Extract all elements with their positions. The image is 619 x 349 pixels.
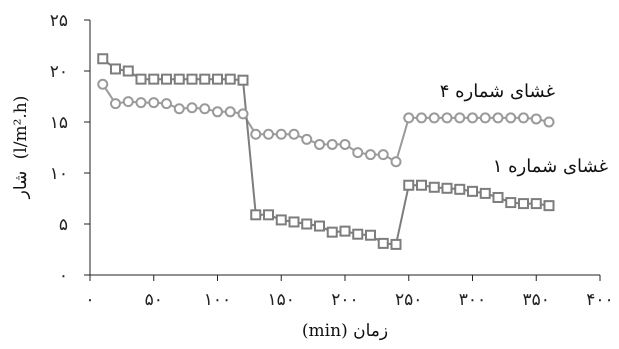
data-point [288, 216, 300, 228]
data-point [390, 238, 402, 250]
data-point [377, 237, 389, 249]
data-point [479, 187, 491, 199]
data-point [479, 112, 491, 124]
x-tick-label: ۳۰۰ [459, 290, 486, 310]
series-markers [97, 53, 555, 250]
data-point [505, 112, 517, 124]
data-point [467, 185, 478, 197]
data-point [148, 97, 160, 109]
data-point [428, 181, 440, 193]
data-point [454, 183, 466, 195]
y-tick-label: ۰ [59, 266, 68, 286]
y-tick-label: ۱۰ [50, 164, 68, 184]
data-point [250, 128, 262, 140]
data-point [518, 198, 529, 210]
data-point [505, 197, 517, 209]
data-point [352, 147, 364, 159]
data-point [339, 225, 351, 237]
data-point [135, 73, 147, 85]
data-point [492, 191, 504, 203]
data-point [122, 65, 134, 77]
series-label-membrane-4: غشای شماره ۴ [440, 81, 555, 102]
data-point [441, 112, 453, 124]
data-point [454, 112, 466, 124]
data-point [352, 228, 364, 240]
data-point [339, 138, 351, 150]
y-tick-label: ۱۵ [50, 113, 68, 133]
x-tick-label: ۳۵۰ [523, 290, 550, 310]
data-point [97, 78, 109, 90]
data-point [212, 73, 223, 85]
data-point [250, 209, 262, 221]
x-tick-label: ۱۵۰ [268, 290, 295, 310]
data-point [161, 98, 172, 110]
data-point [161, 73, 172, 85]
data-point [199, 103, 211, 115]
data-point [314, 220, 325, 232]
data-point [186, 73, 198, 85]
data-point [467, 112, 478, 124]
data-point [263, 128, 274, 140]
data-point [518, 112, 529, 124]
x-axis-title: زمان (min) [302, 321, 388, 341]
data-point [186, 102, 198, 114]
data-point [543, 200, 555, 212]
x-tick-label: ۲۵۰ [395, 290, 422, 310]
data-point [301, 133, 313, 145]
x-tick-label: ۱۰۰ [204, 290, 231, 310]
data-point [365, 229, 376, 241]
data-point [275, 214, 287, 226]
data-point [237, 74, 249, 86]
data-point [441, 182, 453, 194]
data-point [237, 108, 249, 120]
data-point [173, 73, 185, 85]
data-point [365, 149, 376, 161]
data-point [416, 179, 427, 191]
data-point [148, 73, 160, 85]
series-label-membrane-1: غشای شماره ۱ [493, 156, 608, 177]
data-point [530, 113, 542, 125]
y-tick-label: ۲۵ [50, 11, 68, 31]
data-point [199, 73, 211, 85]
data-point [390, 156, 402, 168]
data-point [110, 63, 121, 75]
y-axis-title-word: شار [11, 171, 31, 200]
x-tick-label: ۴۰۰ [586, 290, 613, 310]
data-point [403, 112, 415, 124]
data-point [212, 106, 223, 118]
y-axis-title-unit: (l/m².h) [11, 96, 31, 160]
data-point [492, 112, 504, 124]
data-point [97, 53, 109, 65]
data-point [416, 112, 427, 124]
y-tick-label: ۵ [59, 215, 68, 235]
y-axis-title: شار (l/m².h) [11, 96, 31, 200]
x-tick-label: ۲۰۰ [331, 290, 358, 310]
data-point [326, 138, 338, 150]
data-point [301, 218, 313, 230]
x-tick-label: ۰ [85, 290, 94, 310]
data-point [224, 106, 236, 118]
data-point [326, 226, 338, 238]
x-tick-label: ۵۰ [145, 290, 163, 310]
data-point [288, 128, 300, 140]
data-point [403, 179, 415, 191]
data-point [314, 138, 325, 150]
data-point [224, 73, 236, 85]
data-point [530, 198, 542, 210]
data-point [122, 96, 134, 108]
data-point [173, 103, 185, 115]
data-point [428, 112, 440, 124]
y-axis-title-text: شار (l/m².h) [11, 96, 31, 200]
data-point [543, 116, 555, 128]
data-point [377, 149, 389, 161]
data-point [135, 97, 147, 109]
data-point [275, 128, 287, 140]
data-point [263, 209, 274, 221]
y-tick-label: ۲۰ [50, 62, 68, 82]
data-point [110, 98, 121, 110]
